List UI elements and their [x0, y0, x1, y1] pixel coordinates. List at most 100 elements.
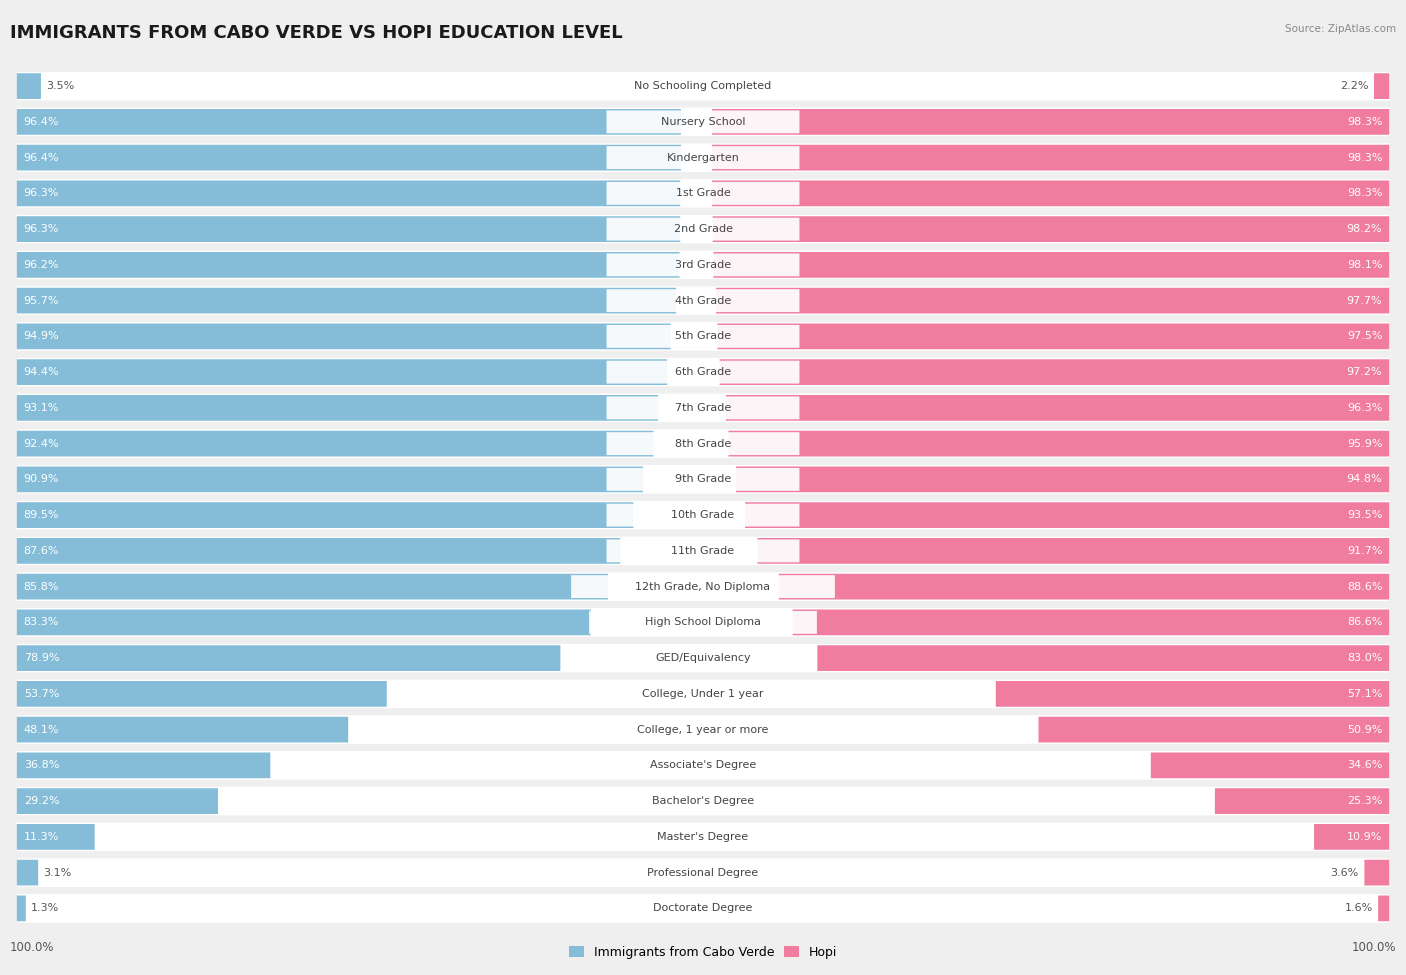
Text: 2.2%: 2.2%: [1340, 81, 1368, 91]
Text: Nursery School: Nursery School: [661, 117, 745, 127]
FancyBboxPatch shape: [576, 682, 830, 705]
Text: 48.1%: 48.1%: [24, 724, 59, 734]
FancyBboxPatch shape: [17, 824, 94, 850]
Text: 96.4%: 96.4%: [24, 153, 59, 163]
Text: 98.3%: 98.3%: [1347, 188, 1382, 198]
FancyBboxPatch shape: [17, 252, 679, 278]
Legend: Immigrants from Cabo Verde, Hopi: Immigrants from Cabo Verde, Hopi: [564, 941, 842, 964]
FancyBboxPatch shape: [17, 466, 643, 492]
FancyBboxPatch shape: [737, 466, 1389, 492]
FancyBboxPatch shape: [17, 107, 1389, 136]
FancyBboxPatch shape: [595, 754, 811, 777]
Text: 93.5%: 93.5%: [1347, 510, 1382, 520]
FancyBboxPatch shape: [606, 432, 800, 455]
Text: 7th Grade: 7th Grade: [675, 403, 731, 412]
Text: 100.0%: 100.0%: [1351, 941, 1396, 954]
FancyBboxPatch shape: [17, 536, 1389, 565]
Text: 50.9%: 50.9%: [1347, 724, 1382, 734]
FancyBboxPatch shape: [758, 538, 1389, 564]
FancyBboxPatch shape: [17, 644, 1389, 673]
FancyBboxPatch shape: [711, 180, 1389, 207]
Text: Doctorate Degree: Doctorate Degree: [654, 904, 752, 914]
Text: 100.0%: 100.0%: [10, 941, 55, 954]
Text: 96.2%: 96.2%: [24, 260, 59, 270]
FancyBboxPatch shape: [606, 504, 800, 526]
Text: 10th Grade: 10th Grade: [672, 510, 734, 520]
Text: 92.4%: 92.4%: [24, 439, 59, 448]
Text: 97.2%: 97.2%: [1347, 368, 1382, 377]
Text: 83.3%: 83.3%: [24, 617, 59, 627]
FancyBboxPatch shape: [606, 110, 800, 134]
Text: 9th Grade: 9th Grade: [675, 475, 731, 485]
Text: 1.3%: 1.3%: [31, 904, 59, 914]
FancyBboxPatch shape: [793, 609, 1389, 636]
FancyBboxPatch shape: [606, 325, 800, 348]
Text: 98.2%: 98.2%: [1347, 224, 1382, 234]
FancyBboxPatch shape: [17, 895, 25, 921]
FancyBboxPatch shape: [17, 608, 1389, 637]
FancyBboxPatch shape: [606, 290, 800, 312]
FancyBboxPatch shape: [17, 214, 1389, 244]
FancyBboxPatch shape: [1152, 753, 1389, 778]
Text: 97.5%: 97.5%: [1347, 332, 1382, 341]
Text: 86.6%: 86.6%: [1347, 617, 1382, 627]
FancyBboxPatch shape: [1378, 895, 1389, 921]
FancyBboxPatch shape: [1374, 73, 1389, 99]
FancyBboxPatch shape: [17, 324, 671, 349]
FancyBboxPatch shape: [17, 681, 387, 707]
FancyBboxPatch shape: [17, 465, 1389, 493]
Text: Kindergarten: Kindergarten: [666, 153, 740, 163]
Text: College, 1 year or more: College, 1 year or more: [637, 724, 769, 734]
Text: 8th Grade: 8th Grade: [675, 439, 731, 448]
FancyBboxPatch shape: [779, 573, 1389, 600]
Text: Master's Degree: Master's Degree: [658, 832, 748, 841]
FancyBboxPatch shape: [1039, 717, 1389, 743]
FancyBboxPatch shape: [995, 681, 1389, 707]
Text: 3.5%: 3.5%: [46, 81, 75, 91]
FancyBboxPatch shape: [17, 823, 1389, 851]
Text: 4th Grade: 4th Grade: [675, 295, 731, 305]
Text: 98.3%: 98.3%: [1347, 117, 1382, 127]
FancyBboxPatch shape: [1215, 788, 1389, 814]
Text: Source: ZipAtlas.com: Source: ZipAtlas.com: [1285, 24, 1396, 34]
Text: 11.3%: 11.3%: [24, 832, 59, 841]
FancyBboxPatch shape: [17, 216, 681, 242]
Text: 88.6%: 88.6%: [1347, 582, 1382, 592]
FancyBboxPatch shape: [571, 75, 835, 98]
Text: 94.9%: 94.9%: [24, 332, 59, 341]
FancyBboxPatch shape: [606, 146, 800, 169]
Text: 3rd Grade: 3rd Grade: [675, 260, 731, 270]
Text: 98.3%: 98.3%: [1347, 153, 1382, 163]
FancyBboxPatch shape: [17, 751, 1389, 780]
FancyBboxPatch shape: [716, 288, 1389, 314]
FancyBboxPatch shape: [17, 431, 654, 456]
FancyBboxPatch shape: [17, 753, 270, 778]
FancyBboxPatch shape: [565, 719, 841, 741]
FancyBboxPatch shape: [17, 538, 620, 564]
Text: 96.3%: 96.3%: [24, 224, 59, 234]
FancyBboxPatch shape: [17, 180, 681, 207]
FancyBboxPatch shape: [1364, 860, 1389, 885]
FancyBboxPatch shape: [606, 217, 800, 241]
FancyBboxPatch shape: [606, 254, 800, 276]
FancyBboxPatch shape: [606, 361, 800, 383]
Text: High School Diploma: High School Diploma: [645, 617, 761, 627]
Text: 96.3%: 96.3%: [24, 188, 59, 198]
Text: 10.9%: 10.9%: [1347, 832, 1382, 841]
FancyBboxPatch shape: [728, 431, 1389, 456]
Text: 2nd Grade: 2nd Grade: [673, 224, 733, 234]
Text: 12th Grade, No Diploma: 12th Grade, No Diploma: [636, 582, 770, 592]
FancyBboxPatch shape: [606, 539, 800, 563]
FancyBboxPatch shape: [17, 322, 1389, 351]
FancyBboxPatch shape: [17, 287, 1389, 315]
Text: 11th Grade: 11th Grade: [672, 546, 734, 556]
FancyBboxPatch shape: [17, 572, 1389, 601]
Text: 94.8%: 94.8%: [1347, 475, 1382, 485]
Text: 3.6%: 3.6%: [1330, 868, 1358, 878]
FancyBboxPatch shape: [17, 680, 1389, 708]
Text: 89.5%: 89.5%: [24, 510, 59, 520]
FancyBboxPatch shape: [17, 109, 681, 135]
Text: 36.8%: 36.8%: [24, 760, 59, 770]
Text: IMMIGRANTS FROM CABO VERDE VS HOPI EDUCATION LEVEL: IMMIGRANTS FROM CABO VERDE VS HOPI EDUCA…: [10, 24, 623, 42]
Text: 87.6%: 87.6%: [24, 546, 59, 556]
